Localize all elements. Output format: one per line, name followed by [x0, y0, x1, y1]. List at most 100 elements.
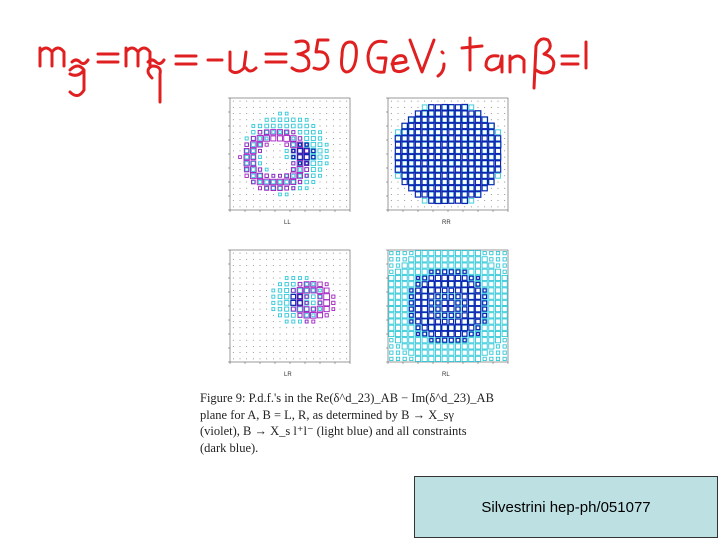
pdf-bin-dot [239, 345, 241, 347]
pdf-bin [455, 197, 461, 204]
pdf-bin [395, 154, 401, 160]
pdf-bin-dot [346, 321, 348, 323]
pdf-bin-dot [312, 352, 314, 354]
pdf-bin-dot [312, 119, 314, 121]
pdf-bin [394, 135, 402, 142]
pdf-bin [250, 172, 257, 180]
pdf-bin [291, 186, 296, 191]
pdf-bin [428, 281, 435, 288]
pdf-bin-dot [404, 119, 406, 121]
pdf-bin [494, 330, 502, 338]
pdf-bin-dot [239, 289, 241, 291]
pdf-bin [448, 330, 455, 338]
pdf-bin [481, 349, 488, 356]
pdf-bin [448, 343, 455, 350]
pdf-bin [495, 263, 501, 268]
pdf-bin [428, 293, 435, 300]
pdf-bin [414, 305, 422, 313]
pdf-bin [454, 268, 462, 275]
pdf-bin [448, 274, 455, 282]
pdf-bin [441, 299, 448, 306]
pdf-bin [435, 185, 441, 192]
pdf-bin [461, 287, 469, 294]
pdf-bin-dot [232, 144, 234, 146]
pdf-bin [408, 324, 415, 331]
pdf-bin-dot [390, 181, 392, 183]
pdf-bin [454, 349, 462, 356]
pdf-bin-dot [286, 265, 288, 267]
pdf-bin [441, 116, 448, 123]
pdf-bin [388, 299, 395, 306]
pdf-bin-dot [484, 106, 486, 108]
pdf-bin [455, 294, 461, 300]
pdf-bin-dot [319, 277, 321, 279]
pdf-bin-dot [490, 100, 492, 102]
pdf-bin [284, 173, 289, 178]
pdf-bin-dot [266, 258, 268, 260]
pdf-bin [257, 179, 263, 185]
pdf-bin-dot [272, 277, 274, 279]
pdf-bin [291, 179, 296, 185]
pdf-bin-dot [332, 113, 334, 115]
pdf-bin-dot [246, 283, 248, 285]
pdf-bin-dot [252, 252, 254, 254]
pdf-bin [461, 154, 468, 160]
pdf-bin-dot [332, 339, 334, 341]
pdf-bin [276, 178, 284, 186]
pdf-bin [278, 111, 282, 116]
pdf-bin-dot [259, 289, 261, 291]
pdf-bin [401, 123, 408, 129]
pdf-bin [277, 123, 283, 129]
pdf-bin-dot [239, 175, 241, 177]
pdf-bin [468, 116, 475, 124]
pdf-bin-dot [239, 169, 241, 171]
pdf-bin [481, 299, 488, 306]
pdf-bin-dot [306, 206, 308, 208]
pdf-bin [428, 123, 435, 129]
pdf-bin [488, 299, 495, 306]
pdf-bin [441, 305, 448, 313]
pdf-bin-dot [312, 193, 314, 195]
pdf-bin-dot [232, 137, 234, 139]
pdf-bin [421, 312, 428, 319]
pdf-bin [448, 312, 454, 318]
pdf-bin [258, 155, 262, 159]
pdf-bin-dot [232, 258, 234, 260]
pdf-bin-dot [339, 131, 341, 133]
pdf-bin-dot [404, 193, 406, 195]
pdf-bin-dot [279, 162, 281, 164]
pdf-bin [434, 104, 442, 111]
pdf-bin [251, 180, 256, 184]
pdf-bin-dot [246, 333, 248, 335]
pdf-bin [494, 337, 502, 344]
pdf-bin [311, 306, 316, 312]
pdf-bin [244, 136, 249, 141]
pdf-bin-dot [232, 339, 234, 341]
pdf-bin [455, 154, 461, 160]
pdf-bin-dot [246, 181, 248, 183]
pdf-bin-dot [259, 283, 261, 285]
pdf-bin [408, 256, 415, 263]
pdf-bin [244, 167, 249, 172]
pdf-bin [455, 166, 461, 173]
pdf-bin-dot [332, 156, 334, 158]
pdf-bin [448, 330, 455, 338]
pdf-bin-dot [470, 206, 472, 208]
pdf-bin-dot [266, 113, 268, 115]
pdf-bin [482, 251, 487, 256]
pdf-bin-dot [259, 100, 261, 102]
pdf-bin [394, 141, 402, 148]
pdf-bin [244, 142, 249, 147]
pdf-bin [441, 141, 448, 148]
pdf-bin-dot [326, 100, 328, 102]
pdf-bin [494, 312, 502, 319]
pdf-bin-dot [239, 358, 241, 360]
pdf-bin [475, 287, 481, 294]
pdf-bin-dot [326, 113, 328, 115]
pdf-bin [271, 117, 276, 122]
pdf-bin [488, 337, 495, 344]
pdf-bin [388, 287, 395, 294]
pdf-bin [435, 123, 441, 129]
pdf-bin-dot [259, 119, 261, 121]
